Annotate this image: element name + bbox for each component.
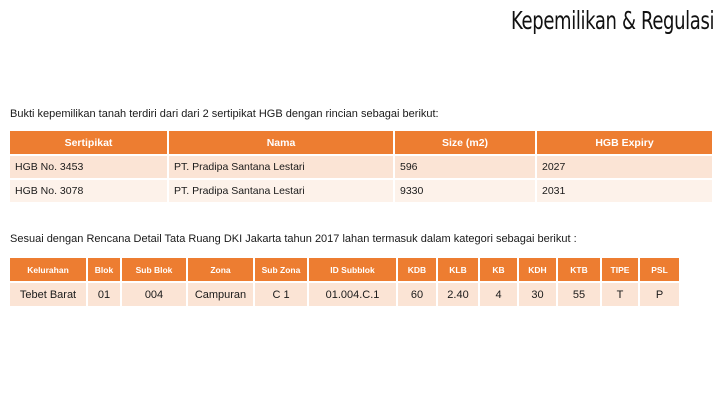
ownership-intro: Bukti kepemilikan tanah terdiri dari dar…: [10, 108, 439, 120]
table-row: HGB No. 3078 PT. Pradipa Santana Lestari…: [10, 180, 712, 202]
table-header-row: Sertipikat Nama Size (m2) HGB Expiry: [10, 131, 712, 154]
cell-nama: PT. Pradipa Santana Lestari: [169, 156, 393, 178]
cell-sertipikat: HGB No. 3453: [10, 156, 167, 178]
ownership-table: Sertipikat Nama Size (m2) HGB Expiry HGB…: [8, 129, 714, 204]
slide-title: Kepemilikan & Regulasi: [510, 6, 715, 35]
cell-sub-blok: 004: [122, 283, 186, 306]
cell-nama: PT. Pradipa Santana Lestari: [169, 180, 393, 202]
col-header-sertipikat: Sertipikat: [10, 131, 167, 154]
col-header-size: Size (m2): [395, 131, 535, 154]
cell-ktb: 55: [558, 283, 600, 306]
col-header-kelurahan: Kelurahan: [10, 258, 86, 281]
zoning-intro: Sesuai dengan Rencana Detail Tata Ruang …: [10, 233, 577, 245]
col-header-sub-blok: Sub Blok: [122, 258, 186, 281]
cell-kelurahan: Tebet Barat: [10, 283, 86, 306]
zoning-table: Kelurahan Blok Sub Blok Zona Sub Zona ID…: [8, 256, 681, 308]
col-header-kdb: KDB: [398, 258, 436, 281]
col-header-klb: KLB: [438, 258, 478, 281]
cell-tipe: T: [602, 283, 638, 306]
cell-hgb-expiry: 2031: [537, 180, 712, 202]
col-header-nama: Nama: [169, 131, 393, 154]
cell-hgb-expiry: 2027: [537, 156, 712, 178]
col-header-psl: PSL: [640, 258, 679, 281]
cell-id-subblok: 01.004.C.1: [309, 283, 396, 306]
cell-zona: Campuran: [188, 283, 253, 306]
col-header-zona: Zona: [188, 258, 253, 281]
col-header-tipe: TIPE: [602, 258, 638, 281]
col-header-kdh: KDH: [519, 258, 556, 281]
cell-klb: 2.40: [438, 283, 478, 306]
col-header-blok: Blok: [88, 258, 120, 281]
col-header-id-subblok: ID Subblok: [309, 258, 396, 281]
cell-size: 596: [395, 156, 535, 178]
col-header-kb: KB: [480, 258, 517, 281]
table-header-row: Kelurahan Blok Sub Blok Zona Sub Zona ID…: [10, 258, 679, 281]
col-header-ktb: KTB: [558, 258, 600, 281]
cell-psl: P: [640, 283, 679, 306]
table-row: HGB No. 3453 PT. Pradipa Santana Lestari…: [10, 156, 712, 178]
col-header-sub-zona: Sub Zona: [255, 258, 307, 281]
table-row: Tebet Barat 01 004 Campuran C 1 01.004.C…: [10, 283, 679, 306]
cell-blok: 01: [88, 283, 120, 306]
cell-kb: 4: [480, 283, 517, 306]
cell-sub-zona: C 1: [255, 283, 307, 306]
cell-kdb: 60: [398, 283, 436, 306]
cell-kdh: 30: [519, 283, 556, 306]
col-header-hgb-expiry: HGB Expiry: [537, 131, 712, 154]
cell-sertipikat: HGB No. 3078: [10, 180, 167, 202]
cell-size: 9330: [395, 180, 535, 202]
